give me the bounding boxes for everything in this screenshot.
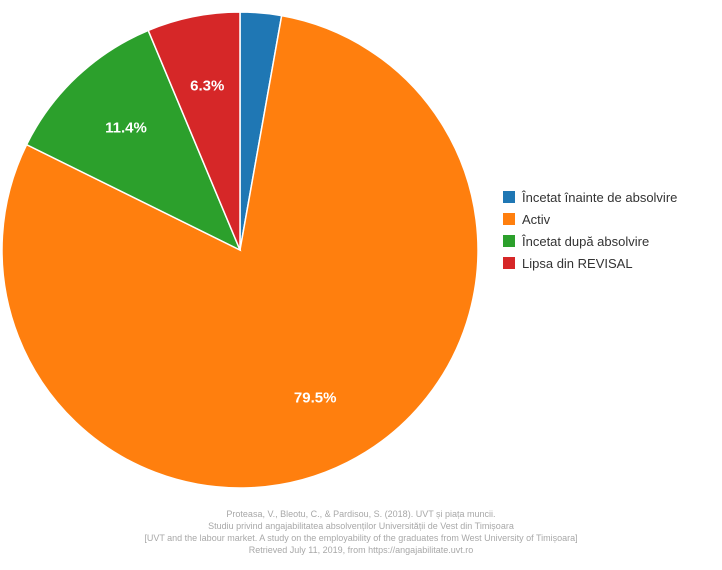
data-label-lipsa-din-revisal: 6.3%	[190, 78, 224, 95]
legend-swatch	[503, 213, 515, 225]
data-label-incetat-dupa-absolvire: 11.4%	[105, 120, 147, 137]
legend-swatch	[503, 191, 515, 203]
pie-data-labels: 79.5% 11.4% 6.3%	[105, 78, 336, 407]
data-label-activ: 79.5%	[294, 390, 337, 407]
source-citation: Proteasa, V., Bleotu, C., & Pardisou, S.…	[0, 508, 722, 556]
citation-line-2: Studiu privind angajabilitatea absolvenț…	[208, 521, 514, 531]
chart-legend: Încetat înainte de absolvire Activ Încetat…	[503, 186, 677, 274]
legend-label: Încetat înainte de absolvire	[522, 189, 678, 205]
legend-item-incetat-inainte-de-absolvire: Încetat înainte de absolvire	[503, 186, 677, 208]
legend-swatch	[503, 235, 515, 247]
legend-swatch	[503, 257, 515, 269]
legend-label: Activ	[522, 211, 551, 227]
pie-chart: 79.5% 11.4% 6.3%	[1, 11, 479, 489]
legend-item-incetat-dupa-absolvire: Încetat după absolvire	[503, 230, 677, 252]
legend-item-activ: Activ	[503, 208, 677, 230]
citation-line-4: Retrieved July 11, 2019, from https://an…	[248, 545, 474, 555]
citation-line-3: [UVT and the labour market. A study on t…	[144, 533, 578, 543]
citation-line-1: Proteasa, V., Bleotu, C., & Pardisou, S.…	[226, 509, 496, 519]
legend-label: Încetat după absolvire	[522, 233, 650, 249]
legend-label: Lipsa din REVISAL	[522, 255, 633, 271]
pie-slices	[1, 11, 479, 489]
pie-slice-lipsa-din-revisal	[147, 11, 241, 251]
pie-slice-activ	[1, 14, 479, 489]
legend-item-lipsa-din-revisal: Lipsa din REVISAL	[503, 252, 677, 274]
pie-slice-incetat-dupa-absolvire	[25, 29, 242, 252]
